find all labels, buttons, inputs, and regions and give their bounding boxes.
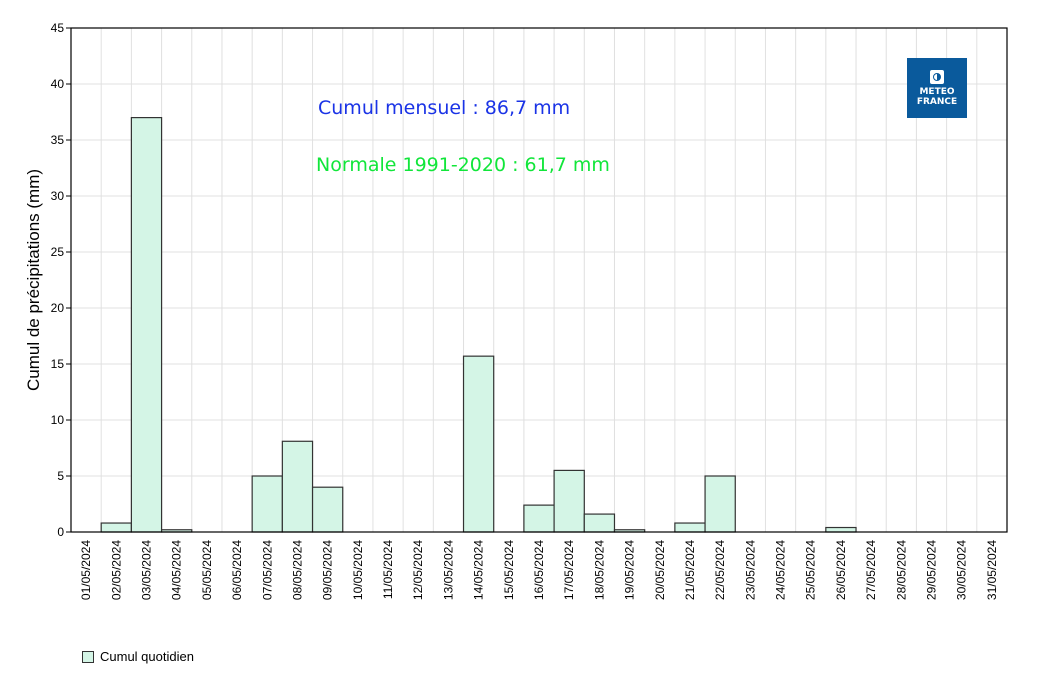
x-tick-label: 20/05/2024 (653, 540, 667, 600)
bar-07-05-2024 (251, 475, 283, 533)
x-tick-label: 31/05/2024 (985, 540, 999, 600)
y-tick-label: 20 (51, 301, 65, 315)
y-tick-label: 45 (51, 21, 65, 35)
bar-18-05-2024 (583, 513, 616, 533)
x-tick-label: 27/05/2024 (864, 540, 878, 600)
y-tick-label: 25 (51, 245, 65, 259)
x-tick-label: 14/05/2024 (472, 540, 486, 600)
y-tick-label: 35 (51, 133, 65, 147)
x-tick-label: 24/05/2024 (774, 540, 788, 600)
x-tick-label: 28/05/2024 (894, 540, 908, 600)
normal-annotation: Normale 1991-2020 : 61,7 mm (316, 154, 610, 176)
x-tick-label: 25/05/2024 (804, 540, 818, 600)
y-axis-title: Cumul de précipitations (mm) (24, 169, 43, 391)
x-tick-label: 05/05/2024 (200, 540, 214, 600)
logo-text-line2: FRANCE (916, 96, 958, 107)
x-tick-label: 21/05/2024 (683, 540, 697, 600)
x-tick-label: 23/05/2024 (743, 540, 757, 600)
x-axis: 01/05/2024 02/05/2024 03/05/2024 04/05/2024… (79, 540, 999, 600)
x-tick-label: 16/05/2024 (532, 540, 546, 600)
y-tick-label: 40 (51, 77, 65, 91)
x-tick-label: 11/05/2024 (381, 540, 395, 599)
y-tick-label: 30 (51, 189, 65, 203)
bar-09-05-2024 (311, 486, 344, 533)
x-tick-label: 04/05/2024 (170, 540, 184, 600)
x-tick-label: 26/05/2024 (834, 540, 848, 600)
x-tick-label: 07/05/2024 (260, 540, 274, 600)
x-tick-label: 08/05/2024 (290, 540, 304, 600)
legend: Cumul quotidien (82, 649, 194, 664)
bar-08-05-2024 (281, 440, 314, 533)
x-tick-label: 29/05/2024 (925, 540, 939, 600)
bar-03-05-2024 (130, 116, 163, 533)
x-tick-label: 19/05/2024 (623, 540, 637, 600)
logo-text-line1: METEO (919, 86, 955, 97)
legend-swatch-icon (82, 650, 94, 663)
bar-17-05-2024 (553, 469, 585, 533)
plot-frame (70, 27, 1008, 533)
y-tick-label: 15 (51, 357, 65, 371)
bar-22-05-2024 (704, 475, 736, 533)
x-tick-label: 06/05/2024 (230, 540, 244, 600)
y-tick-label: 0 (57, 525, 64, 539)
x-tick-label: 22/05/2024 (713, 540, 727, 600)
x-tick-label: 09/05/2024 (321, 540, 335, 600)
monthly-total-annotation: Cumul mensuel : 86,7 mm (318, 97, 570, 119)
x-tick-label: 15/05/2024 (502, 540, 516, 600)
x-tick-label: 13/05/2024 (441, 540, 455, 600)
logo-icon (930, 69, 944, 84)
bar-26-05-2024 (825, 526, 857, 533)
y-tick-label: 10 (51, 413, 65, 427)
x-tick-label: 30/05/2024 (955, 540, 969, 600)
x-tick-label: 03/05/2024 (139, 540, 153, 600)
y-axis: 0 5 10 15 20 25 30 35 40 45 (51, 21, 71, 539)
x-tick-label: 17/05/2024 (562, 540, 576, 600)
meteo-france-logo: METEO FRANCE (907, 58, 967, 118)
bars (100, 116, 857, 533)
x-tick-label: 10/05/2024 (351, 540, 365, 600)
y-tick-label: 5 (57, 469, 64, 483)
bar-02-05-2024 (100, 522, 132, 533)
bar-14-05-2024 (462, 355, 495, 533)
legend-label: Cumul quotidien (100, 649, 194, 664)
x-tick-label: 01/05/2024 (79, 540, 93, 600)
x-tick-label: 02/05/2024 (109, 540, 123, 600)
bar-21-05-2024 (674, 522, 706, 533)
x-tick-label: 12/05/2024 (411, 540, 425, 600)
bar-16-05-2024 (523, 504, 555, 533)
x-tick-label: 18/05/2024 (592, 540, 606, 600)
